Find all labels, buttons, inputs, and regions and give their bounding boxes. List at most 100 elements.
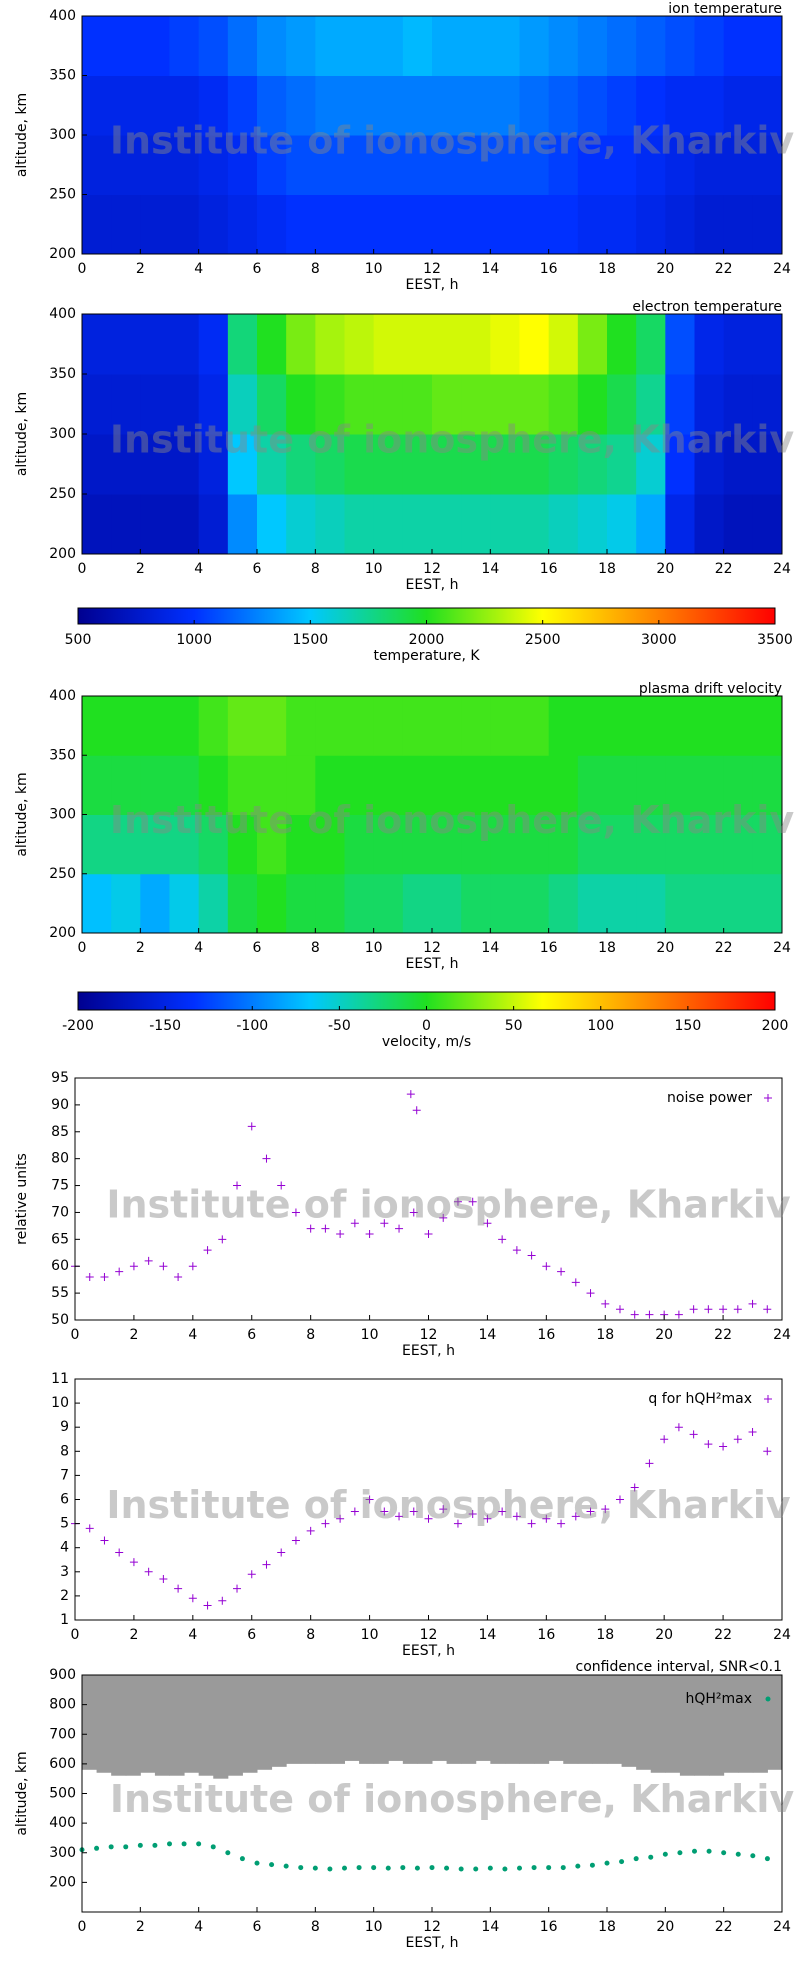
- point: [203, 1601, 212, 1610]
- y-tick-label: 11: [51, 1371, 69, 1387]
- heatmap-cell: [111, 873, 141, 934]
- x-tick-label: 4: [194, 561, 203, 577]
- interval-bar: [227, 1675, 243, 1776]
- interval-bar: [344, 1675, 360, 1761]
- x-axis-label: EEST, h: [406, 1935, 459, 1951]
- point: [487, 1865, 493, 1871]
- x-tick-label: 10: [361, 1327, 379, 1343]
- point: [283, 1863, 289, 1869]
- point: [380, 1219, 389, 1228]
- heatmap-cell: [344, 814, 375, 875]
- point: [129, 1558, 138, 1567]
- interval-bar: [636, 1675, 652, 1770]
- y-tick-label: 900: [49, 1667, 76, 1683]
- heatmap-cell: [548, 314, 579, 375]
- heatmap-cell: [548, 374, 579, 435]
- interval-bar: [140, 1675, 156, 1773]
- heatmap-cell: [373, 135, 404, 195]
- point: [321, 1519, 330, 1528]
- y-tick-label: 300: [49, 1845, 76, 1861]
- x-tick-label: 16: [540, 561, 558, 577]
- point: [100, 1536, 109, 1545]
- heatmap-cell: [752, 16, 783, 76]
- y-tick-label: 85: [51, 1124, 69, 1140]
- point: [85, 1272, 94, 1281]
- heatmap-cell: [198, 696, 229, 756]
- heatmap-cell: [519, 696, 550, 756]
- heatmap-cell: [344, 434, 375, 495]
- heatmap-cell: [140, 374, 170, 435]
- heatmap-cell: [519, 16, 550, 76]
- point: [502, 1866, 508, 1872]
- heatmap-cell: [402, 135, 433, 195]
- x-tick-label: 24: [773, 561, 791, 577]
- heatmap-cell: [344, 494, 375, 555]
- point: [159, 1575, 168, 1584]
- x-tick-label: 8: [311, 1919, 320, 1935]
- heatmap-cell: [315, 194, 345, 255]
- heatmap-cell: [227, 314, 258, 375]
- heatmap-cell: [373, 434, 404, 495]
- point: [645, 1310, 654, 1319]
- chart-title: ion temperature: [668, 1, 782, 17]
- x-tick-label: 12: [420, 1327, 438, 1343]
- heatmap-cell: [519, 374, 550, 435]
- heatmap-cell: [169, 314, 200, 375]
- x-tick-label: 20: [656, 261, 674, 277]
- heatmap-cell: [636, 494, 666, 555]
- x-tick-label: 12: [423, 1919, 441, 1935]
- heatmap-cell: [461, 814, 491, 875]
- heatmap-cell: [577, 696, 608, 756]
- heatmap-cell: [315, 696, 345, 756]
- x-tick-label: 0: [78, 561, 87, 577]
- colorbar-tick-label: -150: [149, 1018, 181, 1034]
- heatmap-cell: [577, 434, 608, 495]
- heatmap-cell: [752, 814, 783, 875]
- heatmap-cell: [198, 194, 229, 255]
- y-tick-label: 350: [49, 747, 76, 763]
- heatmap-cell: [111, 434, 141, 495]
- y-tick-label: 700: [49, 1726, 76, 1742]
- y-tick-label: 80: [51, 1151, 69, 1167]
- heatmap-cell: [198, 135, 229, 195]
- heatmap-cell: [607, 16, 637, 76]
- heatmap-cell: [636, 814, 666, 875]
- heatmap-cell: [344, 314, 375, 375]
- x-tick-label: 12: [420, 1627, 438, 1643]
- point: [645, 1459, 654, 1468]
- x-tick-label: 2: [136, 940, 145, 956]
- point: [619, 1859, 625, 1865]
- heatmap-cell: [344, 374, 375, 435]
- point: [277, 1181, 286, 1190]
- heatmap-cell: [432, 873, 462, 934]
- interval-bar: [300, 1675, 316, 1764]
- point: [764, 1856, 770, 1862]
- y-tick-label: 200: [49, 1874, 76, 1890]
- x-tick-label: 6: [253, 940, 262, 956]
- heatmap-cell: [402, 75, 433, 136]
- x-tick-label: 0: [78, 1919, 87, 1935]
- heatmap-cell: [752, 755, 783, 815]
- colorbar-tick-label: 50: [505, 1018, 523, 1034]
- point: [350, 1219, 359, 1228]
- legend-label: confidence interval, SNR<0.1: [576, 1659, 782, 1675]
- heatmap-cell: [227, 135, 258, 195]
- x-tick-label: 22: [715, 940, 733, 956]
- y-axis-label: altitude, km: [14, 1751, 30, 1835]
- x-tick-label: 18: [598, 1919, 616, 1935]
- heatmap-cell: [665, 755, 695, 815]
- heatmap-cell: [286, 135, 316, 195]
- heatmap-cell: [315, 314, 345, 375]
- heatmap-cell: [140, 814, 170, 875]
- heatmap-cell: [548, 696, 579, 756]
- heatmap-cell: [461, 434, 491, 495]
- heatmap-cell: [82, 755, 112, 815]
- point: [174, 1584, 183, 1593]
- heatmap-cell: [636, 374, 666, 435]
- y-tick-label: 50: [51, 1312, 69, 1328]
- interval-bar: [359, 1675, 375, 1764]
- heatmap-cell: [548, 755, 579, 815]
- point: [395, 1224, 404, 1233]
- heatmap-cell: [315, 814, 345, 875]
- heatmap-cell: [344, 696, 375, 756]
